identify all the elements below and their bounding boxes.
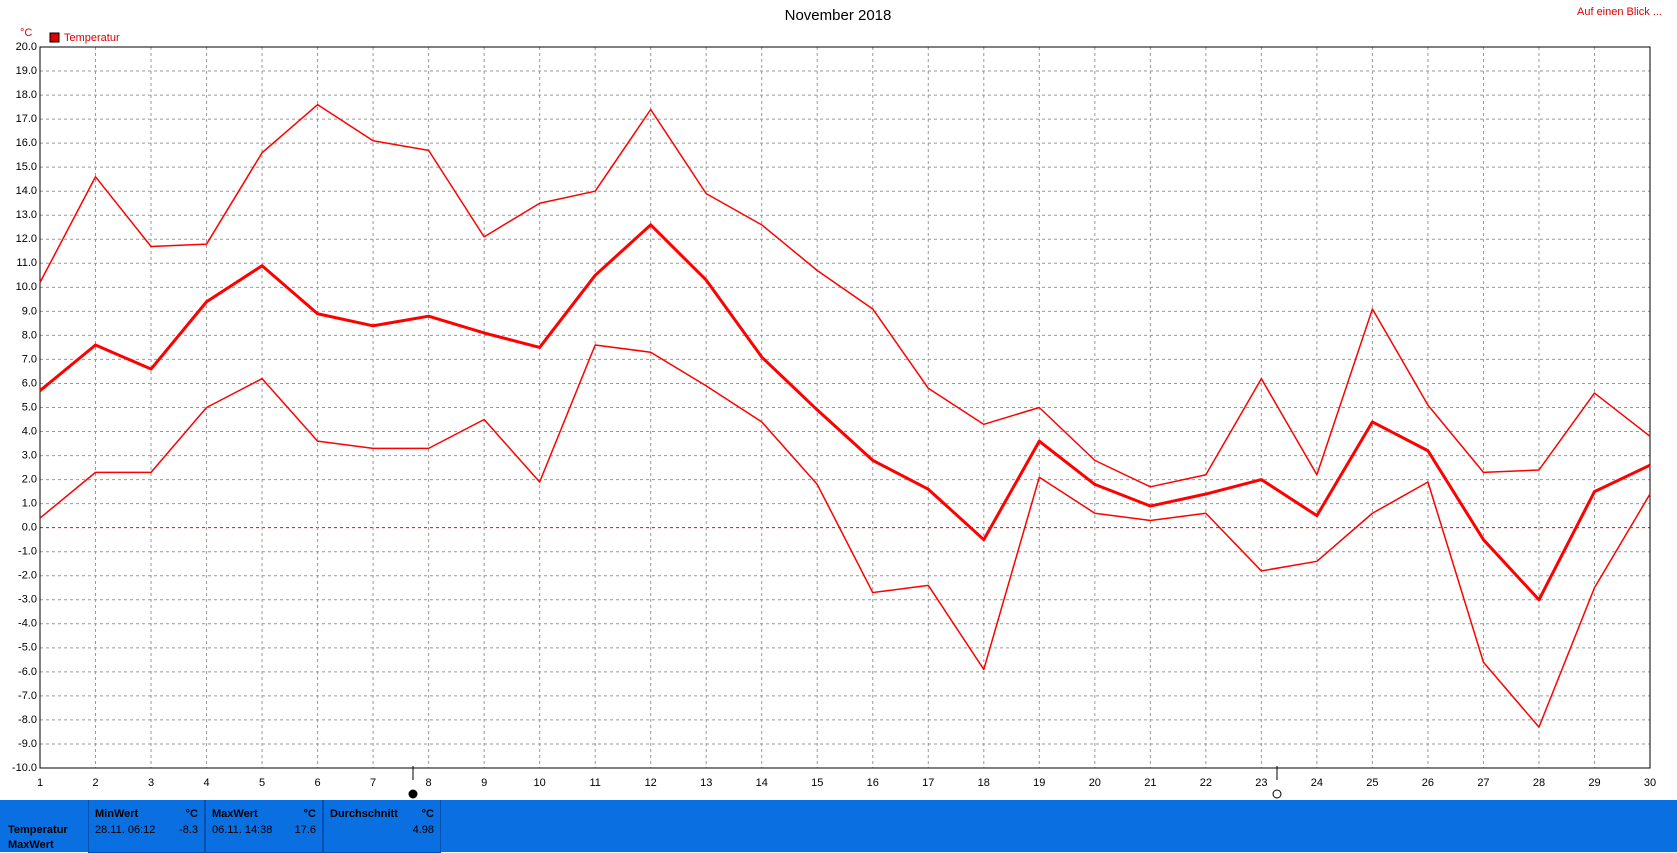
row-label: MaxWert [8,839,54,851]
y-tick-label: -2.0 [18,570,37,582]
summary-value: 4.98 [412,824,434,836]
full-moon [1272,789,1282,799]
y-tick-label: 7.0 [22,353,37,365]
x-tick-label: 4 [203,777,209,789]
temperature-line [39,344,1651,728]
y-tick-label: 6.0 [22,377,37,389]
summary-unit: °C [303,808,316,820]
y-tick-label: 11.0 [16,257,37,269]
x-tick-label: 21 [1144,777,1156,789]
y-tick-label: 2.0 [22,474,37,486]
x-tick-label: 8 [426,777,432,789]
x-tick-label: 20 [1089,777,1101,789]
new-moon [408,789,418,799]
x-tick-label: 18 [978,777,990,789]
x-tick-label: 24 [1311,777,1323,789]
y-tick-label: 14.0 [16,185,37,197]
x-tick-label: 16 [867,777,879,789]
y-tick-label: 17.0 [16,113,37,125]
x-tick-label: 10 [534,777,546,789]
x-tick-label: 9 [481,777,487,789]
y-tick-label: -5.0 [18,642,37,654]
x-tick-label: 12 [645,777,657,789]
legend-label: Temperatur [64,32,120,44]
y-tick-label: 20.0 [16,41,37,53]
y-tick-label: 5.0 [22,401,37,413]
y-tick-label: 3.0 [22,449,37,461]
x-tick-label: 7 [370,777,376,789]
summary-unit: °C [421,808,434,820]
x-tick-label: 19 [1033,777,1045,789]
temperature-line [39,223,1651,602]
y-tick-label: -6.0 [18,666,37,678]
x-tick-label: 5 [259,777,265,789]
y-tick-label: -10.0 [12,762,37,774]
y-tick-label: -1.0 [18,546,37,558]
y-tick-label: -4.0 [18,618,37,630]
y-tick-label: 10.0 [16,281,37,293]
y-tick-label: 12.0 [16,233,37,245]
y-tick-label: 4.0 [22,425,37,437]
summary-title: MinWert [95,808,139,820]
chart-title: November 2018 [785,7,892,24]
y-tick-label: 9.0 [22,305,37,317]
x-tick-label: 1 [37,777,43,789]
link[interactable]: Auf einen Blick ... [1577,6,1662,18]
temperature-line [39,103,1651,488]
x-tick-label: 6 [315,777,321,789]
x-tick-label: 26 [1422,777,1434,789]
x-tick-label: 23 [1255,777,1267,789]
legend-swatch [49,32,60,43]
x-tick-label: 29 [1588,777,1600,789]
summary-box: MaxWert °C 06.11. 14:38 17.6 [205,800,323,853]
row-label: Temperatur [8,824,68,836]
y-tick-label: 8.0 [22,329,37,341]
x-tick-label: 14 [756,777,768,789]
y-unit: °C [20,27,32,39]
x-tick-label: 25 [1366,777,1378,789]
x-tick-label: 22 [1200,777,1212,789]
y-tick-label: 1.0 [22,498,37,510]
x-tick-label: 27 [1477,777,1489,789]
x-tick-label: 17 [922,777,934,789]
x-tick-label: 2 [92,777,98,789]
y-tick-label: -8.0 [18,714,37,726]
y-tick-label: -7.0 [18,690,37,702]
x-tick-label: 30 [1644,777,1656,789]
y-tick-label: 18.0 [16,89,37,101]
summary-title: Durchschnitt [330,808,398,820]
x-tick-label: 28 [1533,777,1545,789]
y-tick-label: 16.0 [16,137,37,149]
x-tick-label: 11 [589,777,600,789]
summary-time: 06.11. 14:38 [212,824,273,836]
summary-value: 17.6 [294,824,316,836]
summary-value: -8.3 [179,824,198,836]
summary-panel: Temperatur MaxWert MinWert °C 28.11. 06:12… [0,800,1677,853]
summary-box: MinWert °C 28.11. 06:12 -8.3 [88,800,205,853]
y-tick-label: 13.0 [16,209,37,221]
x-tick-label: 3 [148,777,154,789]
y-tick-label: -3.0 [18,594,37,606]
x-tick-label: 13 [700,777,712,789]
summary-unit: °C [185,808,198,820]
y-tick-label: -9.0 [18,738,37,750]
summary-time: 28.11. 06:12 [95,824,156,836]
x-tick-label: 15 [811,777,823,789]
y-tick-label: 15.0 [16,161,37,173]
chart: November 2018 Auf einen Blick ... °C Tem… [12,6,1662,799]
summary-box: Durchschnitt °C 4.98 [323,800,441,853]
summary-title: MaxWert [212,808,258,820]
plot-frame [39,46,1651,769]
y-tick-label: 19.0 [16,65,37,77]
y-tick-label: 0.0 [22,522,37,534]
